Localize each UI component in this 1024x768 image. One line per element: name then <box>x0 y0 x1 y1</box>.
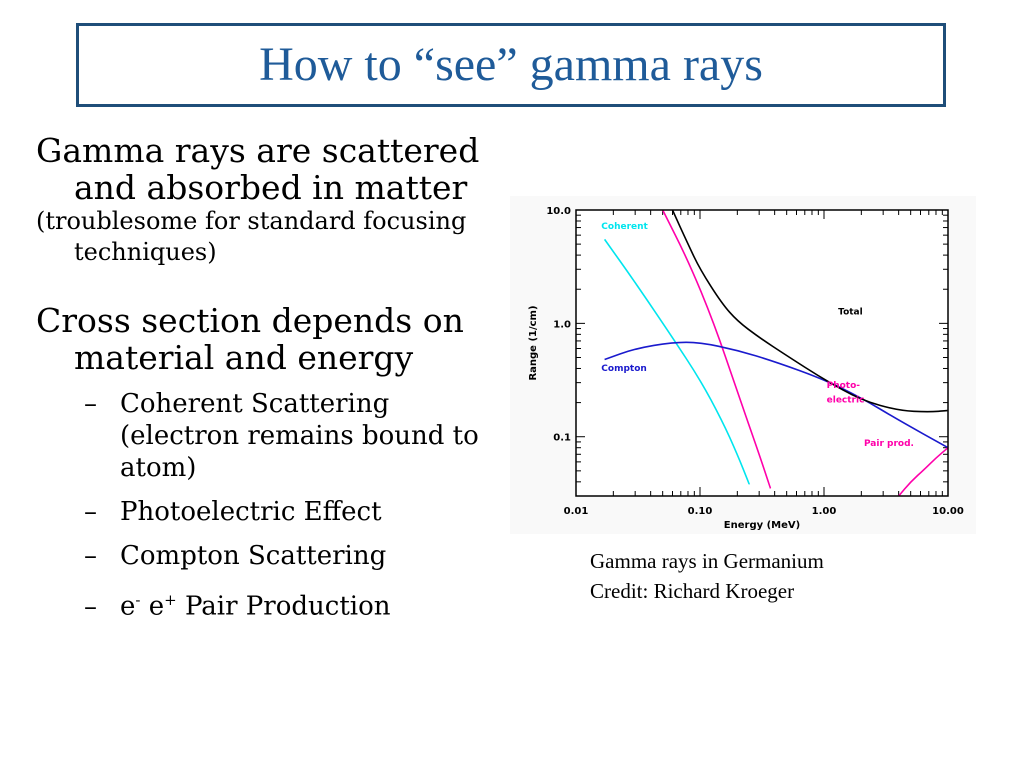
plot-area <box>576 210 948 496</box>
series-annotation: Photo- <box>827 381 861 391</box>
caption-credit: Credit: Richard Kroeger <box>590 579 795 603</box>
series-annotation: Pair prod. <box>864 439 914 449</box>
dash-glyph: – <box>84 389 97 419</box>
chart-panel: 0.01 0.10 1.00 10.00 10.0 1.0 0.1 Energy (MeV) R… <box>510 196 976 534</box>
sub-item-coherent: – Coherent Scattering (electron remains b… <box>84 388 516 484</box>
x-tick-label: 1.00 <box>812 506 837 517</box>
pair-e2: e <box>148 591 165 622</box>
figure-caption: Gamma rays in Germanium Credit: Richard … <box>590 546 824 606</box>
bullet-cross-section: Cross section depends on material and en… <box>36 302 516 376</box>
sub-item-pair-text: Pair Production <box>184 591 391 622</box>
dash-glyph: – <box>84 497 97 527</box>
series-line-coherent <box>603 238 751 485</box>
series-annotation: Total <box>838 307 863 317</box>
title-box: How to “see” gamma rays <box>76 23 946 107</box>
series-annotation: Compton <box>601 364 647 374</box>
sub-item-pair: – e- e+ Pair Production <box>84 584 516 623</box>
sub-item-coherent-text: Coherent Scattering (electron remains bo… <box>120 389 479 483</box>
x-tick-label: 0.10 <box>688 506 713 517</box>
dash-glyph: – <box>84 541 97 571</box>
cross-section-chart: 0.01 0.10 1.00 10.00 10.0 1.0 0.1 Energy (MeV) R… <box>528 206 964 531</box>
series-line-photo-electric <box>661 210 772 489</box>
bullet-list: Gamma rays are scattered and absorbed in… <box>36 132 516 623</box>
series-line-total <box>671 210 948 413</box>
x-tick-label: 0.01 <box>564 506 589 517</box>
bullet-scattering-note: (troublesome for standard focusing techn… <box>36 207 467 266</box>
y-tick-label: 1.0 <box>553 319 571 330</box>
caption-title: Gamma rays in Germanium <box>590 549 824 573</box>
x-axis-label: Energy (MeV) <box>724 520 800 531</box>
bullet-scattering-main: Gamma rays are scattered and absorbed in… <box>36 131 480 207</box>
y-tick-label: 0.1 <box>553 433 571 444</box>
x-tick-label: 10.00 <box>932 506 964 517</box>
series-annotation: electric <box>827 396 865 406</box>
pair-sup-plus: + <box>164 591 177 609</box>
sub-item-compton-text: Compton Scattering <box>120 541 387 571</box>
series-line-compton <box>604 341 948 449</box>
series-annotation: Coherent <box>601 222 648 232</box>
y-tick-label: 10.0 <box>546 206 571 217</box>
sub-item-photoelectric: – Photoelectric Effect <box>84 496 516 528</box>
sub-item-photoelectric-text: Photoelectric Effect <box>120 497 382 527</box>
pair-e1: e <box>120 591 136 622</box>
bullet-scattering: Gamma rays are scattered and absorbed in… <box>36 132 516 268</box>
plot-frame <box>575 209 949 497</box>
slide-title: How to “see” gamma rays <box>259 38 763 91</box>
pair-sup-minus: - <box>135 591 141 609</box>
dash-glyph: – <box>84 591 97 622</box>
y-axis-label: Range (1/cm) <box>528 305 539 380</box>
sub-item-compton: – Compton Scattering <box>84 540 516 572</box>
bullet-cross-section-main: Cross section depends on material and en… <box>36 301 464 377</box>
series-line-pair-prod <box>898 447 948 496</box>
